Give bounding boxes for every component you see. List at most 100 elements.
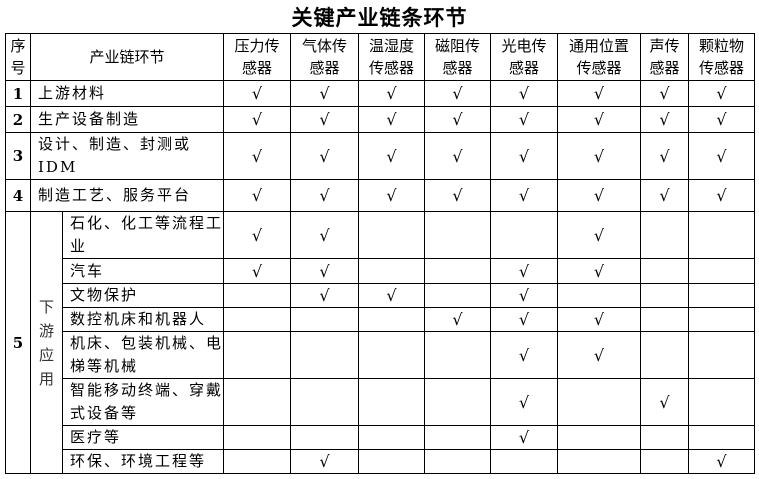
table-row: 医疗等 √ [6, 425, 756, 450]
check-mark: √ [319, 452, 330, 471]
check-cell [223, 331, 292, 379]
check-cell [358, 211, 426, 259]
header-sensor: 压力传感器 [223, 33, 292, 81]
check-cell [424, 378, 492, 426]
check-mark: √ [593, 186, 605, 205]
check-cell: √ [688, 106, 756, 133]
check-cell [223, 425, 292, 450]
check-mark: √ [319, 84, 330, 103]
check-cell [557, 425, 642, 450]
check-cell [490, 211, 559, 259]
check-cell: √ [557, 307, 642, 332]
check-cell: √ [223, 211, 292, 259]
check-cell [688, 378, 756, 426]
check-cell: √ [688, 80, 756, 107]
check-mark: √ [386, 286, 397, 305]
check-mark: √ [716, 84, 727, 103]
check-cell: √ [490, 378, 559, 426]
check-cell [358, 425, 426, 450]
check-cell: √ [290, 283, 360, 308]
row-label: 医疗等 [61, 425, 225, 450]
header-seq: 序号 [5, 33, 31, 81]
check-cell: √ [223, 132, 292, 180]
check-cell: √ [424, 307, 492, 332]
check-cell [557, 449, 642, 474]
check-mark: √ [659, 392, 670, 412]
check-cell [358, 307, 426, 332]
check-cell [490, 449, 559, 474]
check-mark: √ [593, 261, 605, 281]
table-row: 3 设计、制造、封测或IDM √ √ √ √ √ √ √ √ [5, 132, 756, 180]
check-mark: √ [593, 345, 605, 365]
check-cell [688, 331, 756, 379]
check-mark: √ [593, 110, 605, 129]
row-label: 上游材料 [29, 80, 225, 107]
check-cell [688, 211, 756, 259]
row-label: 汽车 [61, 258, 225, 284]
check-cell: √ [358, 179, 426, 212]
check-cell: √ [358, 283, 426, 308]
check-cell: √ [557, 80, 642, 107]
check-cell [557, 378, 642, 426]
check-mark: √ [251, 225, 263, 245]
check-mark: √ [452, 84, 463, 103]
check-cell [688, 307, 756, 332]
industry-chain-table: 序号 产业链环节 压力传感器 气体传感器 温湿度传感器 磁阻传感器 光电传感器 通用位置传… [5, 33, 756, 474]
check-cell [688, 425, 756, 450]
header-chain: 产业链环节 [29, 33, 225, 81]
check-cell: √ [640, 179, 690, 212]
row-label: 机床、包装机械、电梯等机械 [61, 331, 225, 379]
check-mark: √ [593, 84, 605, 103]
check-cell [640, 283, 690, 308]
check-mark: √ [716, 110, 727, 129]
check-mark: √ [518, 110, 530, 129]
check-mark: √ [251, 146, 263, 166]
check-cell: √ [490, 106, 559, 133]
check-mark: √ [452, 186, 463, 205]
table-row: 机床、包装机械、电梯等机械 √ √ [6, 331, 756, 379]
check-cell: √ [490, 331, 559, 379]
check-cell [290, 378, 360, 426]
check-cell: √ [557, 331, 642, 379]
check-mark: √ [386, 110, 397, 129]
check-cell [424, 331, 492, 379]
row-seq: 3 [5, 132, 31, 180]
check-cell: √ [223, 106, 292, 133]
check-mark: √ [251, 261, 263, 281]
table-row: 数控机床和机器人 √ √ √ [6, 307, 756, 332]
check-mark: √ [716, 452, 727, 471]
check-cell: √ [490, 132, 559, 180]
check-mark: √ [251, 110, 263, 129]
check-mark: √ [319, 261, 330, 281]
check-mark: √ [659, 186, 670, 205]
check-cell [424, 425, 492, 450]
check-cell: √ [557, 179, 642, 212]
check-mark: √ [518, 428, 530, 447]
row-label: 制造工艺、服务平台 [29, 179, 225, 212]
check-mark: √ [386, 84, 397, 103]
check-cell: √ [290, 258, 360, 284]
check-mark: √ [593, 310, 605, 329]
check-mark: √ [518, 286, 530, 305]
check-cell: √ [424, 132, 492, 180]
check-cell [290, 425, 360, 450]
check-cell: √ [490, 307, 559, 332]
check-mark: √ [593, 225, 605, 245]
check-cell [223, 307, 292, 332]
check-cell: √ [490, 179, 559, 212]
check-cell: √ [223, 80, 292, 107]
row-label: 生产设备制造 [29, 106, 225, 133]
row-label: 设计、制造、封测或IDM [29, 132, 225, 180]
check-cell: √ [640, 106, 690, 133]
check-cell: √ [358, 80, 426, 107]
check-cell [640, 258, 690, 284]
row-label: 石化、化工等流程工业 [61, 211, 225, 259]
check-mark: √ [452, 310, 463, 329]
check-cell: √ [640, 80, 690, 107]
check-mark: √ [659, 84, 670, 103]
header-sensor: 温湿度传感器 [358, 33, 426, 81]
row-seq: 2 [5, 106, 31, 133]
check-mark: √ [251, 186, 263, 205]
row-label: 智能移动终端、穿戴式设备等 [61, 378, 225, 426]
check-cell: √ [640, 132, 690, 180]
